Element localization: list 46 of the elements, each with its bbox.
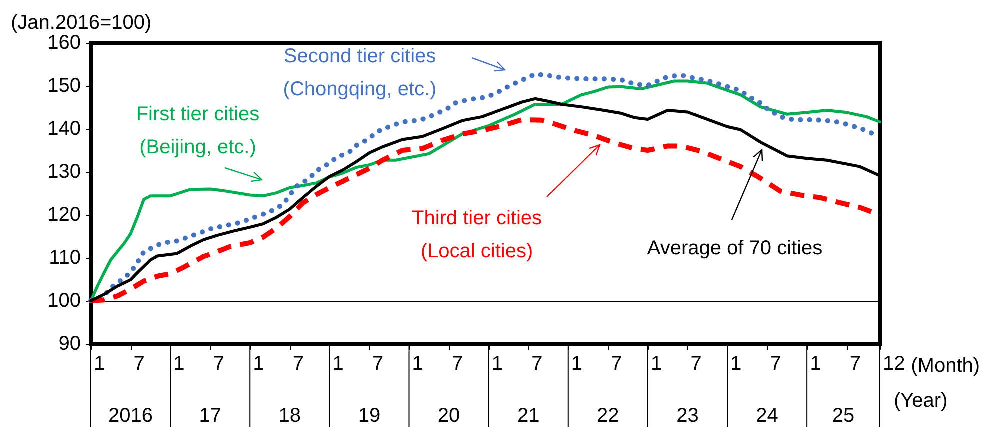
series-label: First tier cities (Beijing, etc.)	[136, 104, 260, 158]
text: 18	[278, 405, 302, 427]
x-tick-label: 7	[850, 353, 861, 375]
y-tick-label: 100	[48, 290, 81, 312]
text: Third tier cities (Local cities)	[412, 208, 542, 262]
y-tick-label: 90	[58, 333, 81, 355]
legend-label: Second tier cities (Chongqing, etc.)	[283, 46, 437, 100]
x-tick-label: 7	[611, 353, 622, 375]
x-tick-label: 1	[730, 353, 742, 375]
x-tick-label: 7	[690, 353, 702, 375]
text: 2016	[108, 405, 154, 427]
x-tick-label: 1	[332, 353, 344, 375]
x-tick-label: 7	[770, 353, 782, 375]
x-tick-label: 7	[452, 353, 464, 375]
text: 24	[756, 405, 778, 427]
text: 20	[438, 405, 460, 427]
y-tick-label: 110	[49, 247, 81, 269]
text: 23	[676, 405, 699, 427]
y-tick-label: 130	[48, 161, 81, 183]
x-tick-label: 1	[174, 353, 185, 375]
y-tick-label: 140	[48, 118, 81, 140]
x-tick-label: 7	[292, 353, 304, 375]
x-tick-label: 7	[213, 353, 224, 375]
x-axis-title: (Month)	[911, 355, 980, 377]
text: Average of 70 cities	[647, 238, 823, 260]
x-tick-label: 1	[492, 353, 503, 375]
x-tick-label: 1	[94, 353, 106, 375]
x-tick-label: 1	[810, 353, 822, 375]
text: 21	[517, 405, 540, 427]
y-tick-label: 160	[48, 32, 81, 54]
x-tick-label: 1	[571, 353, 583, 375]
x-tick-label: 1	[412, 353, 424, 375]
y-axis-title: (Jan.2016=100)	[11, 12, 152, 34]
x-tick-label: 7	[134, 353, 145, 375]
x-tick-label: 1	[253, 353, 264, 375]
text: 19	[358, 405, 381, 427]
text: 17	[199, 405, 222, 427]
x-tick-label: 7	[532, 353, 543, 375]
y-tick-label: 120	[48, 204, 81, 226]
text: 25	[832, 405, 855, 427]
text: 22	[597, 405, 620, 427]
x-tick-label: 12	[883, 353, 906, 375]
x-tick-label: 7	[372, 353, 384, 375]
y-tick-label: 150	[48, 75, 81, 97]
text: (Year)	[894, 390, 948, 412]
x-tick-label: 1	[650, 353, 662, 375]
